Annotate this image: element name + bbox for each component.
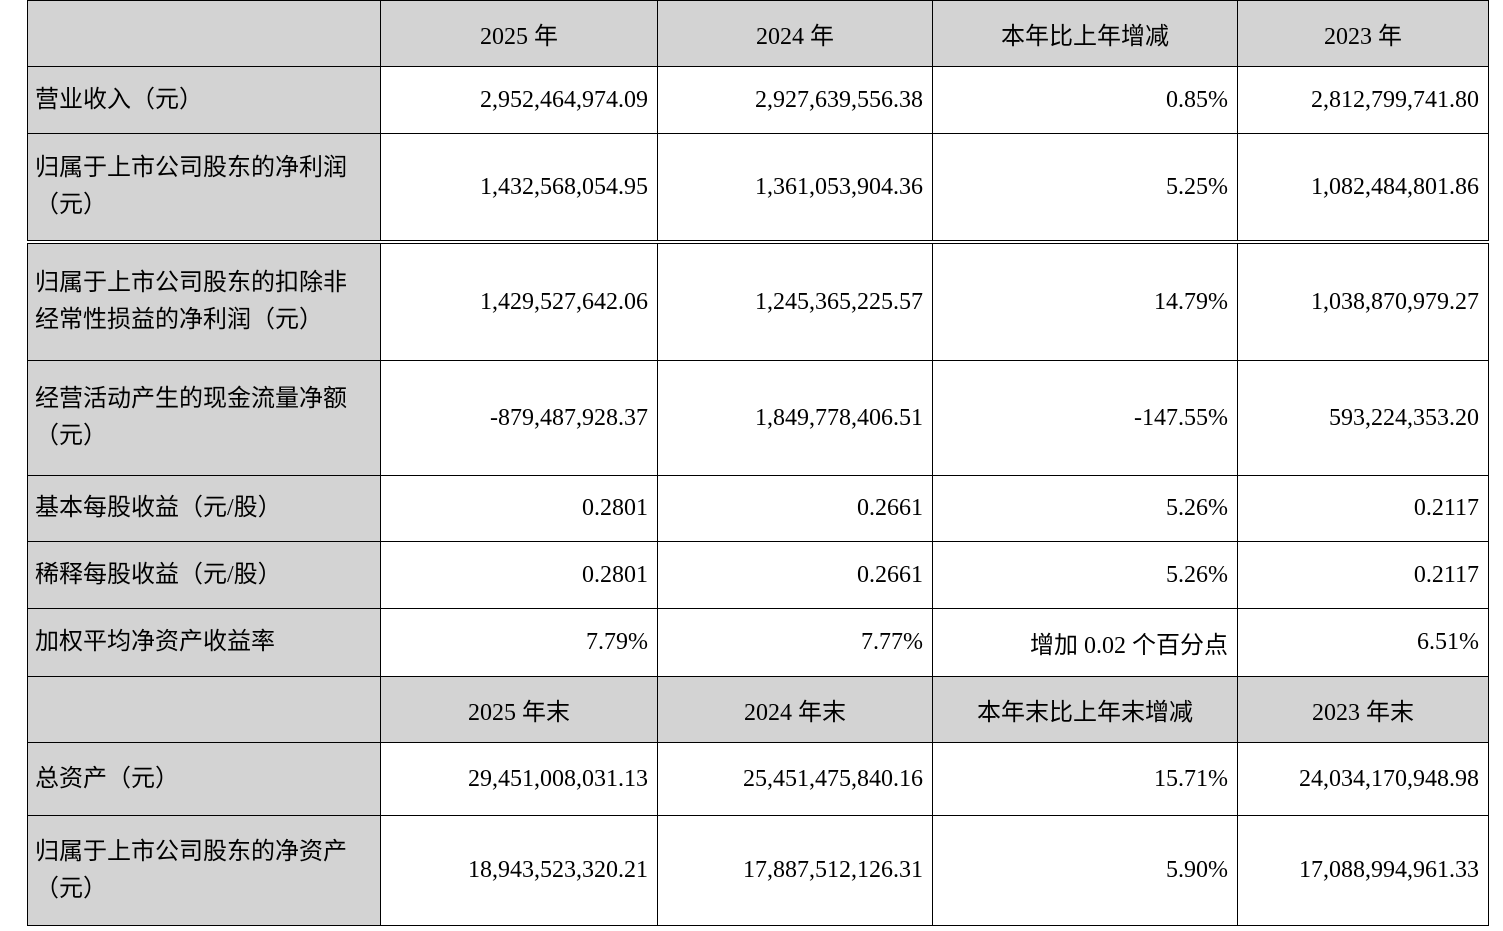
value-2025: 18,943,523,320.21 — [380, 815, 658, 926]
row-label: 归属于上市公司股东的净利润（元） — [27, 133, 381, 241]
value-change: 5.26% — [932, 541, 1238, 609]
value-2023: 0.2117 — [1237, 541, 1489, 609]
value-change: -147.55% — [932, 360, 1238, 476]
value-2024: 2,927,639,556.38 — [657, 66, 933, 134]
col-header-yoy-change: 本年比上年增减 — [932, 0, 1238, 67]
period-header-row: 2025 年 2024 年 本年比上年增减 2023 年 — [27, 0, 1489, 67]
corner-header-cell — [27, 0, 381, 67]
row-basic-eps: 基本每股收益（元/股） 0.2801 0.2661 5.26% 0.2117 — [27, 475, 1489, 542]
value-2025: 2,952,464,974.09 — [380, 66, 658, 134]
row-net-assets: 归属于上市公司股东的净资产（元） 18,943,523,320.21 17,88… — [27, 815, 1489, 926]
row-revenue: 营业收入（元） 2,952,464,974.09 2,927,639,556.3… — [27, 66, 1489, 134]
value-change: 15.71% — [932, 742, 1238, 816]
value-change: 5.25% — [932, 133, 1238, 241]
col-header-2025-end: 2025 年末 — [380, 676, 658, 743]
row-operating-cash-flow: 经营活动产生的现金流量净额（元） -879,487,928.37 1,849,7… — [27, 360, 1489, 476]
yearend-header-row: 2025 年末 2024 年末 本年末比上年末增减 2023 年末 — [27, 676, 1489, 743]
value-change: 5.26% — [932, 475, 1238, 542]
row-label: 营业收入（元） — [27, 66, 381, 134]
row-label: 总资产（元） — [27, 742, 381, 816]
value-2023: 2,812,799,741.80 — [1237, 66, 1489, 134]
row-net-profit: 归属于上市公司股东的净利润（元） 1,432,568,054.95 1,361,… — [27, 133, 1489, 241]
row-label: 归属于上市公司股东的净资产（元） — [27, 815, 381, 926]
row-weighted-roe: 加权平均净资产收益率 7.79% 7.77% 增加 0.02 个百分点 6.51… — [27, 608, 1489, 677]
financial-summary-table-part1: 2025 年 2024 年 本年比上年增减 2023 年 营业收入（元） 2,9… — [27, 0, 1489, 241]
value-2025: 0.2801 — [380, 541, 658, 609]
value-2023: 593,224,353.20 — [1237, 360, 1489, 476]
col-header-2024: 2024 年 — [657, 0, 933, 67]
value-2024: 7.77% — [657, 608, 933, 677]
row-total-assets: 总资产（元） 29,451,008,031.13 25,451,475,840.… — [27, 742, 1489, 816]
value-2024: 0.2661 — [657, 541, 933, 609]
value-change: 0.85% — [932, 66, 1238, 134]
row-net-profit-deducted: 归属于上市公司股东的扣除非经常性损益的净利润（元） 1,429,527,642.… — [27, 243, 1489, 361]
value-2024: 1,361,053,904.36 — [657, 133, 933, 241]
value-2025: 0.2801 — [380, 475, 658, 542]
financial-summary-table-part2: 归属于上市公司股东的扣除非经常性损益的净利润（元） 1,429,527,642.… — [27, 243, 1489, 926]
col-header-yearend-change: 本年末比上年末增减 — [932, 676, 1238, 743]
row-label: 经营活动产生的现金流量净额（元） — [27, 360, 381, 476]
value-2025: -879,487,928.37 — [380, 360, 658, 476]
row-diluted-eps: 稀释每股收益（元/股） 0.2801 0.2661 5.26% 0.2117 — [27, 541, 1489, 609]
value-2023: 1,038,870,979.27 — [1237, 243, 1489, 361]
value-change: 14.79% — [932, 243, 1238, 361]
corner-header-cell-yearend — [27, 676, 381, 743]
value-change: 5.90% — [932, 815, 1238, 926]
col-header-2024-end: 2024 年末 — [657, 676, 933, 743]
col-header-2023: 2023 年 — [1237, 0, 1489, 67]
value-change: 增加 0.02 个百分点 — [932, 608, 1238, 677]
row-label: 加权平均净资产收益率 — [27, 608, 381, 677]
value-2023: 1,082,484,801.86 — [1237, 133, 1489, 241]
value-2024: 0.2661 — [657, 475, 933, 542]
value-2025: 7.79% — [380, 608, 658, 677]
value-2025: 1,432,568,054.95 — [380, 133, 658, 241]
value-2023: 0.2117 — [1237, 475, 1489, 542]
value-2023: 17,088,994,961.33 — [1237, 815, 1489, 926]
row-label: 归属于上市公司股东的扣除非经常性损益的净利润（元） — [27, 243, 381, 361]
value-2024: 25,451,475,840.16 — [657, 742, 933, 816]
value-2024: 17,887,512,126.31 — [657, 815, 933, 926]
row-label: 稀释每股收益（元/股） — [27, 541, 381, 609]
row-label: 基本每股收益（元/股） — [27, 475, 381, 542]
value-2024: 1,245,365,225.57 — [657, 243, 933, 361]
value-2023: 6.51% — [1237, 608, 1489, 677]
value-2025: 1,429,527,642.06 — [380, 243, 658, 361]
value-2024: 1,849,778,406.51 — [657, 360, 933, 476]
value-2023: 24,034,170,948.98 — [1237, 742, 1489, 816]
col-header-2025: 2025 年 — [380, 0, 658, 67]
col-header-2023-end: 2023 年末 — [1237, 676, 1489, 743]
value-2025: 29,451,008,031.13 — [380, 742, 658, 816]
